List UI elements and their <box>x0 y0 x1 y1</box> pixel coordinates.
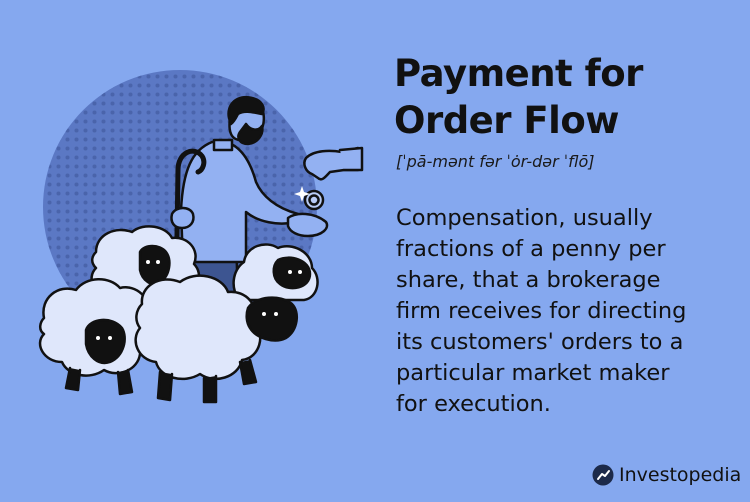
sparkle-icon <box>294 186 310 202</box>
term-title: Payment for Order Flow <box>394 50 643 144</box>
brand-name: Investopedia <box>619 464 742 486</box>
definition-line: Compensation, usually <box>396 205 653 231</box>
sheep-flock <box>38 225 319 404</box>
definition-line: its customers' orders to a <box>396 329 684 355</box>
reaching-hand <box>303 146 364 181</box>
investopedia-logo: Investopedia <box>592 464 741 486</box>
definition-line: particular market maker <box>396 360 670 386</box>
definition-line: share, that a brokerage <box>396 267 661 293</box>
definition-line: fractions of a penny per <box>396 236 666 262</box>
term-pronunciation: [ˈpā-mənt fər ˈȯr-dər ˈflō] <box>396 152 595 171</box>
term-title-line-1: Payment for <box>394 52 643 95</box>
definition-line: firm receives for directing <box>396 298 687 324</box>
definition-line: for execution. <box>396 391 551 417</box>
term-definition: Compensation, usually fractions of a pen… <box>396 203 736 420</box>
investopedia-logo-icon <box>592 464 614 486</box>
term-title-line-2: Order Flow <box>394 99 619 142</box>
